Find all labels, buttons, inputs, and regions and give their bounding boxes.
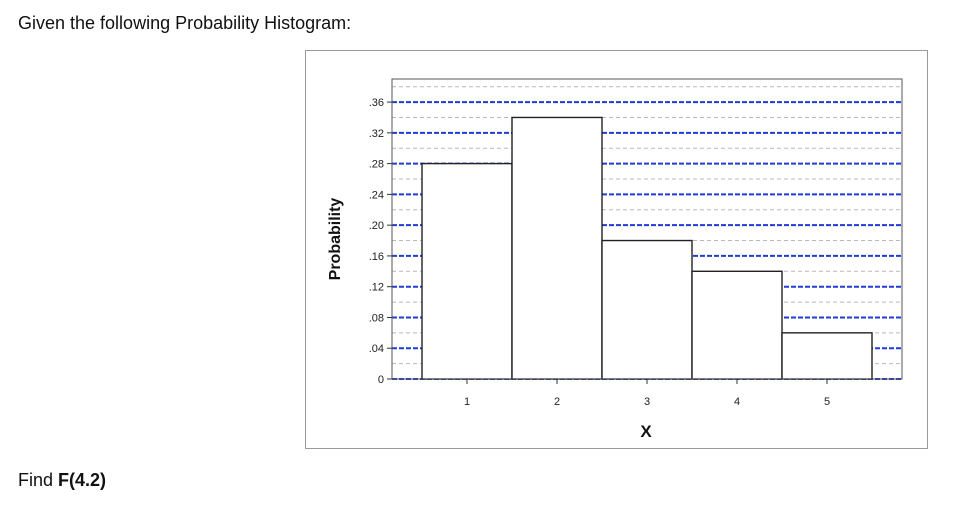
x-axis-label: X — [640, 422, 652, 441]
histogram-bar — [421, 162, 513, 380]
y-tick-label: .08 — [369, 312, 384, 324]
x-tick-label: 3 — [644, 396, 650, 408]
find-prompt: Find F(4.2) — [18, 470, 106, 491]
x-tick-label: 1 — [464, 396, 470, 408]
axes — [387, 78, 903, 384]
y-tick-label: 0 — [378, 374, 384, 386]
x-tick-label: 4 — [734, 396, 740, 408]
histogram-bar — [781, 332, 873, 380]
histogram-bar — [511, 116, 603, 380]
bars — [421, 116, 873, 380]
y-tick-label: .04 — [369, 343, 384, 355]
x-tick-label: 5 — [824, 396, 830, 408]
y-tick-labels: 0 .04 .08 .12 .16 .20 .24 .28 .32 .36 — [369, 97, 384, 386]
y-axis-label: Probability — [327, 198, 344, 281]
histogram-svg: 0 .04 .08 .12 .16 .20 .24 .28 .32 .36 1 2 3 4 5 Proba… — [327, 78, 903, 441]
y-tick-label: .12 — [369, 282, 384, 294]
y-tick-label: .28 — [369, 159, 384, 171]
histogram-bar — [601, 239, 693, 380]
find-expression: F(4.2) — [58, 470, 107, 490]
y-tick-label: .24 — [369, 189, 384, 201]
histogram-bar — [691, 270, 783, 380]
x-tick-label: 2 — [554, 396, 560, 408]
y-tick-label: .32 — [369, 128, 384, 140]
find-prefix: Find — [18, 470, 59, 490]
question-text: Given the following Probability Histogra… — [18, 13, 352, 33]
y-tick-label: .20 — [369, 220, 384, 232]
x-tick-labels: 1 2 3 4 5 — [464, 396, 830, 408]
y-tick-label: .36 — [369, 97, 384, 109]
y-tick-label: .16 — [369, 251, 384, 263]
histogram-chart: 0 .04 .08 .12 .16 .20 .24 .28 .32 .36 1 2 3 4 5 Proba… — [305, 50, 928, 449]
